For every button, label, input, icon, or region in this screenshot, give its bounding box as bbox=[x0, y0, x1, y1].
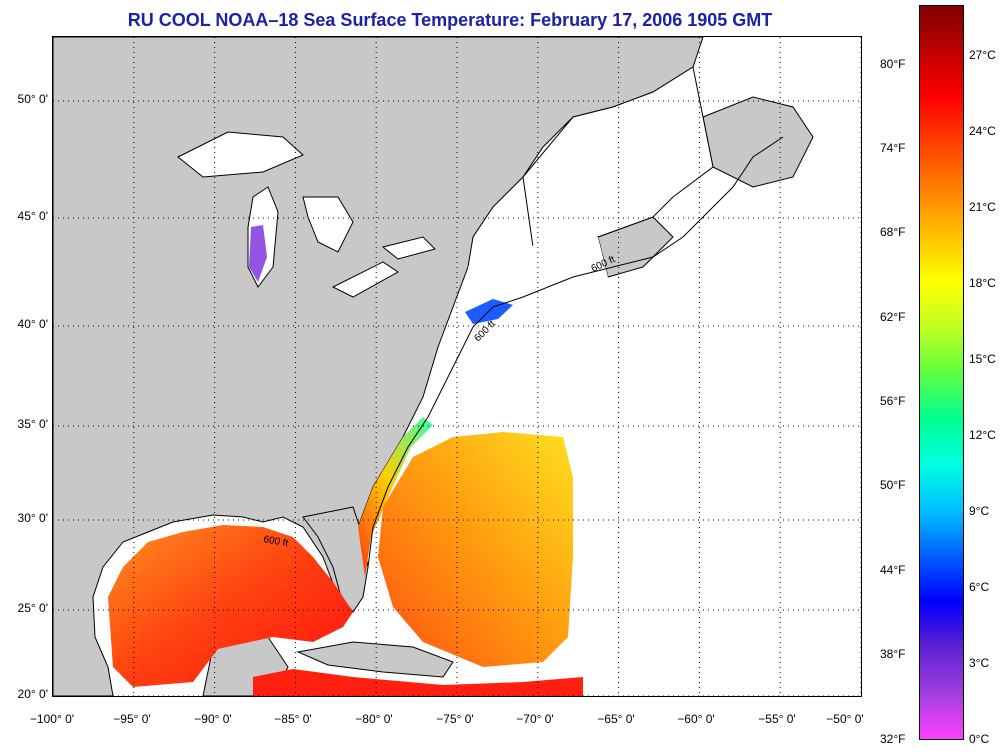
lon-label-100: −100° 0' bbox=[29, 712, 75, 726]
cb-f-44: 44°F bbox=[880, 563, 906, 577]
newfoundland-land bbox=[702, 96, 814, 188]
lat-label-35: 35° 0' bbox=[17, 417, 48, 431]
cb-f-80: 80°F bbox=[880, 57, 906, 71]
cb-c-9: 9°C bbox=[969, 504, 990, 518]
map-canvas: 600 ft 600 ft 600 ft bbox=[53, 37, 861, 696]
lat-label-30: 30° 0' bbox=[17, 511, 48, 525]
isobath-600ft bbox=[367, 136, 784, 568]
lon-label-90: −90° 0' bbox=[194, 712, 232, 726]
cb-c-3: 3°C bbox=[969, 656, 990, 670]
lake-erie bbox=[331, 261, 399, 298]
lake-superior bbox=[177, 131, 304, 178]
cb-f-32: 32°F bbox=[880, 732, 906, 746]
gulf-sst-field bbox=[108, 525, 353, 687]
caribbean-sst-field bbox=[253, 669, 583, 696]
map-title: RU COOL NOAA–18 Sea Surface Temperature:… bbox=[127, 10, 773, 30]
lake-huron bbox=[302, 196, 354, 253]
lon-label-95: −95° 0' bbox=[113, 712, 151, 726]
temperature-colorbar bbox=[919, 5, 964, 740]
lon-label-55: −55° 0' bbox=[758, 712, 796, 726]
atlantic-sst-field bbox=[378, 432, 573, 667]
cb-f-68: 68°F bbox=[880, 225, 906, 239]
lat-label-50: 50° 0' bbox=[17, 92, 48, 106]
lon-label-65: −65° 0' bbox=[597, 712, 635, 726]
isobath-label-3: 600 ft bbox=[262, 534, 289, 549]
lon-label-60: −60° 0' bbox=[677, 712, 715, 726]
cb-f-50: 50°F bbox=[880, 478, 906, 492]
sst-map[interactable]: 600 ft 600 ft 600 ft bbox=[52, 36, 862, 697]
cb-c-18: 18°C bbox=[969, 276, 996, 290]
cb-f-56: 56°F bbox=[880, 394, 906, 408]
lat-label-40: 40° 0' bbox=[17, 317, 48, 331]
lake-michigan-ice bbox=[249, 225, 267, 282]
florida-land bbox=[302, 506, 369, 613]
cb-c-21: 21°C bbox=[969, 200, 996, 214]
gulf-stream-band bbox=[358, 417, 433, 577]
lat-label-20: 20° 0' bbox=[17, 687, 48, 701]
lon-label-70: −70° 0' bbox=[516, 712, 554, 726]
lon-label-75: −75° 0' bbox=[436, 712, 474, 726]
lon-label-85: −85° 0' bbox=[274, 712, 312, 726]
lon-label-80: −80° 0' bbox=[355, 712, 393, 726]
cb-c-12: 12°C bbox=[969, 428, 996, 442]
cb-c-15: 15°C bbox=[969, 352, 996, 366]
lat-label-45: 45° 0' bbox=[17, 209, 48, 223]
cb-f-74: 74°F bbox=[880, 141, 906, 155]
cb-f-62: 62°F bbox=[880, 310, 906, 324]
cb-c-6: 6°C bbox=[969, 580, 990, 594]
cb-c-0: 0°C bbox=[969, 732, 990, 746]
lon-label-50: −50° 0' bbox=[826, 712, 864, 726]
lat-label-25: 25° 0' bbox=[17, 601, 48, 615]
cb-c-27: 27°C bbox=[969, 48, 996, 62]
lake-ontario bbox=[381, 236, 436, 260]
cb-f-38: 38°F bbox=[880, 647, 906, 661]
cuba-land bbox=[296, 641, 454, 678]
cb-c-24: 24°C bbox=[969, 124, 996, 138]
